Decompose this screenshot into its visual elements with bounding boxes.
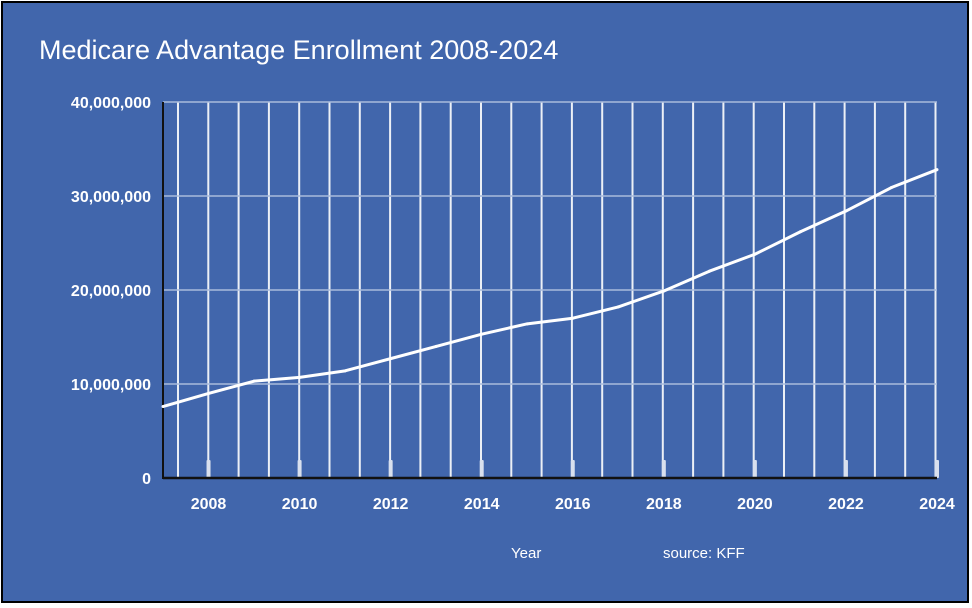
- x-axis-label: Year: [511, 545, 542, 562]
- x-tick-mark: [843, 460, 848, 478]
- data-point: [889, 186, 893, 190]
- x-tick-label: 2010: [282, 496, 318, 513]
- x-tick-mark: [479, 460, 484, 478]
- data-point: [207, 391, 211, 395]
- data-point: [343, 369, 347, 373]
- y-tick-label: 40,000,000: [71, 95, 151, 112]
- enrollment-line: [162, 168, 938, 409]
- x-tick-mark: [935, 460, 939, 478]
- data-point: [753, 252, 757, 256]
- y-tick-label: 20,000,000: [71, 283, 151, 300]
- x-tick-mark: [752, 460, 757, 478]
- x-tick-label: 2018: [646, 496, 682, 513]
- x-tick-mark: [570, 460, 575, 478]
- source-label: source: KFF: [663, 545, 745, 562]
- x-tick-label: 2022: [828, 496, 864, 513]
- data-point: [525, 322, 529, 326]
- x-tick-mark: [661, 460, 666, 478]
- data-point: [434, 344, 438, 348]
- line-chart: 0 10,000,000 20,000,000 30,000,000 40,000,00…: [71, 95, 955, 513]
- data-point: [389, 357, 393, 361]
- x-tick-label: 2014: [464, 496, 500, 513]
- data-point: [252, 379, 256, 383]
- data-point: [935, 168, 939, 172]
- data-point: [616, 305, 620, 309]
- data-point: [844, 209, 848, 213]
- x-tick-label: 2024: [919, 496, 955, 513]
- data-point: [798, 230, 802, 234]
- x-tick-label: 2016: [555, 496, 591, 513]
- x-tick-mark: [388, 460, 393, 478]
- chart-title: Medicare Advantage Enrollment 2008-2024: [39, 35, 559, 65]
- x-tick-label: 2008: [191, 496, 227, 513]
- y-tick-label: 0: [142, 471, 151, 488]
- y-tick-label: 10,000,000: [71, 377, 151, 394]
- data-point: [571, 316, 575, 320]
- y-tick-label: 30,000,000: [71, 189, 151, 206]
- x-tick-mark: [206, 460, 211, 478]
- data-point: [298, 375, 302, 379]
- data-point: [662, 289, 666, 293]
- data-point: [707, 269, 711, 273]
- x-tick-label: 2012: [373, 496, 409, 513]
- data-point: [161, 405, 165, 409]
- data-point: [480, 332, 484, 336]
- x-tick-mark: [297, 460, 302, 478]
- x-tick-label: 2020: [737, 496, 773, 513]
